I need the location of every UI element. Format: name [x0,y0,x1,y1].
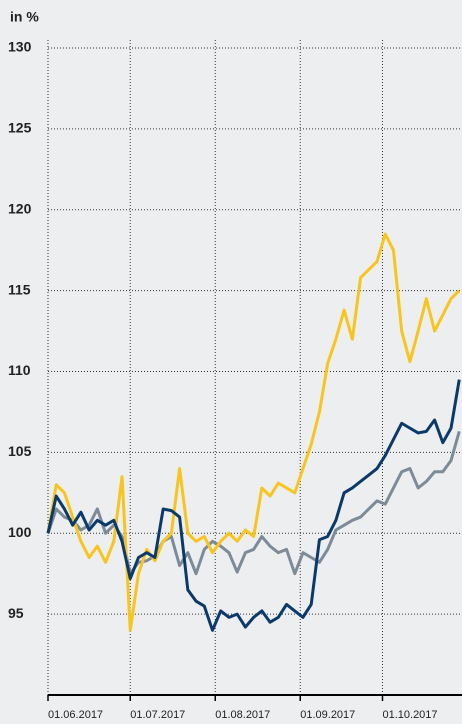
x-tick-label: 01.09.2017 [300,709,355,721]
y-tick-label: 105 [8,443,32,459]
y-tick-label: 120 [8,200,32,216]
y-tick-label: 110 [8,362,31,378]
y-tick-label: 125 [8,120,32,136]
x-tick-label: 01.08.2017 [215,709,270,721]
line-series [46,232,461,632]
x-tick-label: 01.06.2017 [48,709,103,721]
line-series [46,379,461,632]
y-tick-label: 115 [8,281,31,297]
x-tick-label: 01.10.2017 [382,709,437,721]
y-axis-label: in % [10,9,39,25]
x-tick-label: 01.07.2017 [130,709,185,721]
y-tick-label: 130 [8,39,32,55]
y-tick-label: 100 [8,524,32,540]
y-tick-label: 95 [8,605,24,621]
